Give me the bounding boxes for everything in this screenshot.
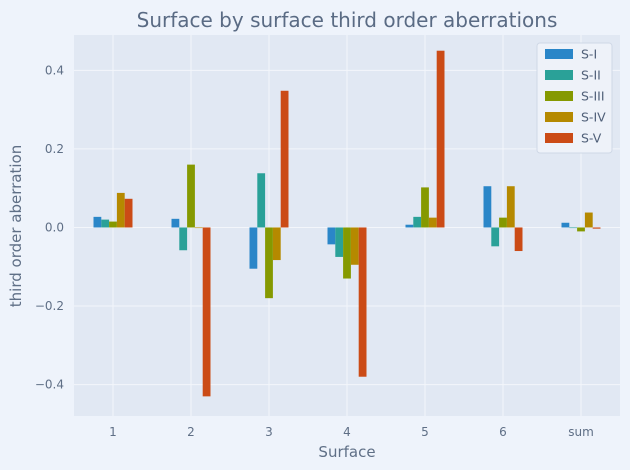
bar bbox=[109, 221, 117, 228]
bar bbox=[358, 227, 367, 377]
x-axis-label: Surface bbox=[318, 443, 375, 461]
bar bbox=[569, 227, 578, 229]
y-tick-label: −0.4 bbox=[35, 378, 64, 392]
bar bbox=[350, 227, 359, 265]
bar bbox=[194, 227, 203, 229]
y-tick-label: 0.2 bbox=[45, 142, 64, 156]
legend-swatch bbox=[545, 133, 573, 143]
legend-label: S-IV bbox=[581, 110, 606, 125]
bar bbox=[116, 192, 125, 228]
bar bbox=[499, 217, 507, 228]
bar bbox=[436, 50, 445, 228]
y-tick-labels: −0.4 −0.2 0.0 0.2 0.4 bbox=[35, 63, 64, 391]
bar bbox=[124, 198, 133, 228]
bar bbox=[577, 227, 585, 232]
legend-label: S-I bbox=[581, 47, 597, 62]
bar bbox=[257, 173, 266, 228]
bar bbox=[483, 186, 492, 228]
y-tick-label: 0.4 bbox=[45, 63, 64, 77]
x-tick-label: 1 bbox=[109, 425, 117, 439]
bar bbox=[202, 227, 211, 397]
bar bbox=[428, 217, 437, 228]
legend-swatch bbox=[545, 91, 573, 101]
bar bbox=[506, 186, 515, 228]
legend-label: S-V bbox=[581, 131, 602, 146]
bar bbox=[327, 227, 336, 245]
chart-title: Surface by surface third order aberratio… bbox=[137, 8, 558, 32]
bar bbox=[405, 224, 414, 228]
bar bbox=[421, 187, 429, 228]
bars bbox=[93, 50, 601, 397]
y-tick-label: 0.0 bbox=[45, 220, 64, 234]
bar bbox=[514, 227, 523, 252]
x-tick-label: 4 bbox=[343, 425, 351, 439]
x-tick-label: 6 bbox=[499, 425, 507, 439]
legend-swatch bbox=[545, 70, 573, 80]
x-tick-label: 2 bbox=[187, 425, 195, 439]
bar bbox=[491, 227, 500, 247]
bar bbox=[280, 90, 289, 228]
bar bbox=[93, 216, 102, 228]
bar bbox=[249, 227, 258, 269]
bar bbox=[101, 219, 110, 228]
bar bbox=[265, 227, 273, 299]
bar bbox=[413, 216, 422, 228]
bar bbox=[272, 227, 281, 261]
x-tick-label: 3 bbox=[265, 425, 273, 439]
legend-swatch bbox=[545, 112, 573, 122]
y-axis-label: third order aberration bbox=[7, 145, 25, 307]
legend-swatch bbox=[545, 49, 573, 59]
x-tick-label: 5 bbox=[421, 425, 429, 439]
legend-label: S-III bbox=[581, 89, 605, 104]
bar bbox=[592, 227, 601, 229]
legend: S-I S-II S-III S-IV S-V bbox=[536, 42, 613, 154]
bar bbox=[171, 218, 180, 228]
bar bbox=[187, 164, 195, 228]
x-tick-label: sum bbox=[568, 425, 594, 439]
bar bbox=[561, 222, 570, 228]
bar bbox=[343, 227, 351, 279]
bar bbox=[335, 227, 344, 257]
legend-label: S-II bbox=[581, 68, 601, 83]
y-tick-label: −0.2 bbox=[35, 299, 64, 313]
bar bbox=[179, 227, 188, 251]
x-tick-labels: 1 2 3 4 5 6 sum bbox=[109, 425, 594, 439]
bar bbox=[584, 212, 593, 228]
